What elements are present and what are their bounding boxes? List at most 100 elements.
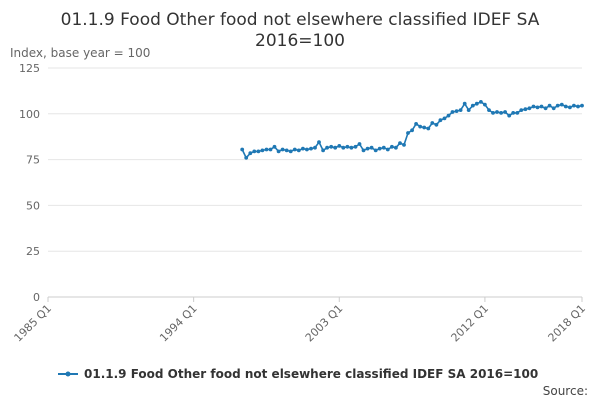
data-point[interactable] bbox=[483, 102, 487, 107]
data-point[interactable] bbox=[402, 143, 406, 147]
data-point[interactable] bbox=[313, 145, 317, 150]
data-point[interactable] bbox=[495, 110, 499, 114]
data-point[interactable] bbox=[531, 104, 536, 109]
y-axis-ticks: 0 25 50 75 100 125 bbox=[19, 62, 40, 304]
data-point[interactable] bbox=[442, 116, 447, 121]
data-point[interactable] bbox=[580, 103, 584, 108]
data-point[interactable] bbox=[523, 107, 528, 112]
data-point[interactable] bbox=[398, 141, 402, 146]
chart-title-line-2: 2016=100 bbox=[255, 31, 345, 51]
x-tick-label: 1994 Q1 bbox=[157, 302, 200, 345]
data-point[interactable] bbox=[539, 104, 544, 109]
data-point[interactable] bbox=[329, 144, 334, 149]
data-point[interactable] bbox=[527, 106, 532, 111]
data-point[interactable] bbox=[515, 111, 520, 115]
data-point[interactable] bbox=[292, 147, 297, 152]
data-point[interactable] bbox=[381, 145, 386, 150]
data-point[interactable] bbox=[414, 122, 418, 126]
data-point[interactable] bbox=[410, 128, 414, 133]
data-point[interactable] bbox=[458, 108, 463, 112]
data-point[interactable] bbox=[470, 103, 475, 108]
data-point[interactable] bbox=[357, 142, 362, 146]
data-point[interactable] bbox=[276, 149, 281, 154]
data-point[interactable] bbox=[576, 104, 580, 109]
data-point[interactable] bbox=[507, 113, 512, 118]
data-point[interactable] bbox=[268, 147, 273, 152]
data-point[interactable] bbox=[325, 145, 329, 150]
data-point[interactable] bbox=[418, 124, 423, 129]
data-point[interactable] bbox=[535, 105, 540, 110]
data-point[interactable] bbox=[305, 147, 309, 152]
data-point[interactable] bbox=[503, 110, 507, 114]
y-tick-label: 75 bbox=[26, 154, 40, 167]
data-point[interactable] bbox=[555, 103, 560, 108]
data-point[interactable] bbox=[511, 111, 516, 115]
data-point[interactable] bbox=[256, 149, 261, 154]
source-label: Source: bbox=[543, 384, 588, 398]
data-point[interactable] bbox=[385, 147, 390, 152]
data-point[interactable] bbox=[406, 131, 410, 135]
data-point[interactable] bbox=[563, 104, 568, 109]
y-tick-label: 100 bbox=[19, 108, 40, 121]
data-point[interactable] bbox=[264, 147, 269, 152]
data-point[interactable] bbox=[248, 151, 253, 156]
data-point[interactable] bbox=[353, 144, 358, 149]
data-point[interactable] bbox=[426, 126, 431, 131]
data-point[interactable] bbox=[559, 102, 564, 107]
legend[interactable]: 01.1.9 Food Other food not elsewhere cla… bbox=[58, 367, 538, 381]
gridlines bbox=[48, 67, 582, 298]
chart-title-line-1: 01.1.9 Food Other food not elsewhere cla… bbox=[61, 10, 540, 30]
data-point[interactable] bbox=[499, 111, 503, 115]
data-point[interactable] bbox=[369, 145, 374, 150]
data-point[interactable] bbox=[333, 145, 338, 150]
data-point[interactable] bbox=[296, 148, 301, 153]
data-point[interactable] bbox=[365, 146, 370, 151]
data-point[interactable] bbox=[454, 109, 459, 113]
data-point[interactable] bbox=[422, 125, 427, 130]
data-point[interactable] bbox=[317, 140, 321, 145]
y-axis-label: Index, base year = 100 bbox=[10, 46, 150, 60]
data-point[interactable] bbox=[438, 118, 443, 123]
data-point[interactable] bbox=[288, 149, 293, 154]
data-point[interactable] bbox=[301, 146, 305, 151]
data-point[interactable] bbox=[280, 147, 285, 152]
series-layer bbox=[240, 100, 584, 160]
data-point[interactable] bbox=[466, 108, 471, 112]
data-point[interactable] bbox=[491, 111, 495, 115]
data-point[interactable] bbox=[272, 144, 277, 149]
data-point[interactable] bbox=[345, 144, 350, 149]
data-point[interactable] bbox=[260, 148, 265, 153]
data-point[interactable] bbox=[474, 101, 479, 106]
data-point[interactable] bbox=[361, 148, 366, 153]
data-point[interactable] bbox=[377, 146, 382, 151]
data-point[interactable] bbox=[430, 121, 435, 125]
y-tick-label: 50 bbox=[26, 199, 40, 212]
data-point[interactable] bbox=[309, 146, 313, 151]
data-point[interactable] bbox=[572, 103, 576, 108]
data-point[interactable] bbox=[543, 106, 548, 111]
data-point[interactable] bbox=[446, 113, 451, 118]
data-point[interactable] bbox=[479, 100, 483, 104]
data-point[interactable] bbox=[450, 110, 455, 114]
data-point[interactable] bbox=[284, 148, 289, 153]
data-point[interactable] bbox=[349, 145, 354, 150]
legend-swatch-marker bbox=[65, 371, 71, 377]
data-point[interactable] bbox=[390, 144, 394, 149]
data-point[interactable] bbox=[244, 155, 249, 160]
x-tick-label: 2018 Q1 bbox=[546, 302, 589, 345]
data-point[interactable] bbox=[519, 108, 524, 112]
data-point[interactable] bbox=[373, 148, 378, 153]
data-point[interactable] bbox=[394, 145, 398, 150]
data-point[interactable] bbox=[341, 145, 346, 150]
data-point[interactable] bbox=[551, 106, 556, 111]
data-point[interactable] bbox=[337, 144, 342, 148]
data-point[interactable] bbox=[568, 105, 572, 110]
data-point[interactable] bbox=[487, 108, 491, 112]
data-point[interactable] bbox=[252, 149, 257, 154]
data-point[interactable] bbox=[462, 101, 467, 106]
data-point[interactable] bbox=[547, 103, 552, 108]
data-point[interactable] bbox=[321, 148, 325, 153]
data-point[interactable] bbox=[434, 122, 439, 127]
data-point[interactable] bbox=[240, 147, 245, 152]
